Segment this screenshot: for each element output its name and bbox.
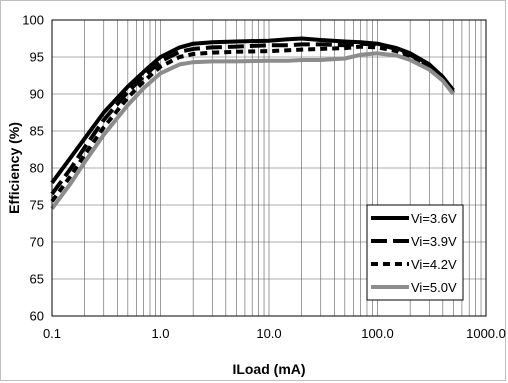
legend-label: Vi=3.9V bbox=[411, 234, 457, 249]
x-axis-title: ILoad (mA) bbox=[232, 361, 305, 377]
x-tick-label: 100.0 bbox=[361, 326, 394, 341]
y-tick-label: 80 bbox=[30, 161, 44, 176]
x-tick-label: 1.0 bbox=[151, 326, 169, 341]
legend-box bbox=[366, 204, 464, 301]
series-line-1 bbox=[50, 36, 455, 184]
tick-labels: 0.1 1.0 10.0 100.0 1000.0 60 65 70 75 80 85 90 95 100 bbox=[22, 13, 506, 342]
y-tick-label: 70 bbox=[30, 235, 44, 250]
x-tick-label: 10.0 bbox=[256, 326, 281, 341]
series-line-4 bbox=[50, 51, 455, 210]
legend-label: Vi=3.6V bbox=[411, 211, 457, 226]
legend: Vi=3.6V Vi=3.9V Vi=4.2V Vi=5.0V bbox=[366, 204, 464, 301]
y-tick-label: 100 bbox=[22, 13, 44, 28]
y-tick-label: 60 bbox=[30, 309, 44, 324]
y-tick-label: 95 bbox=[30, 50, 44, 65]
grid-lines bbox=[52, 20, 486, 316]
y-tick-label: 85 bbox=[30, 124, 44, 139]
plot-area-border bbox=[51, 19, 487, 317]
x-tick-label: 0.1 bbox=[43, 326, 61, 341]
series-lines bbox=[50, 36, 455, 210]
series-line-2 bbox=[50, 41, 455, 196]
legend-label: Vi=5.0V bbox=[411, 280, 457, 295]
y-tick-label: 75 bbox=[30, 198, 44, 213]
legend-label: Vi=4.2V bbox=[411, 257, 457, 272]
y-tick-label: 65 bbox=[30, 272, 44, 287]
x-tick-label: 1000.0 bbox=[466, 326, 506, 341]
y-axis-title: Efficiency (%) bbox=[6, 122, 22, 214]
y-tick-label: 90 bbox=[30, 87, 44, 102]
